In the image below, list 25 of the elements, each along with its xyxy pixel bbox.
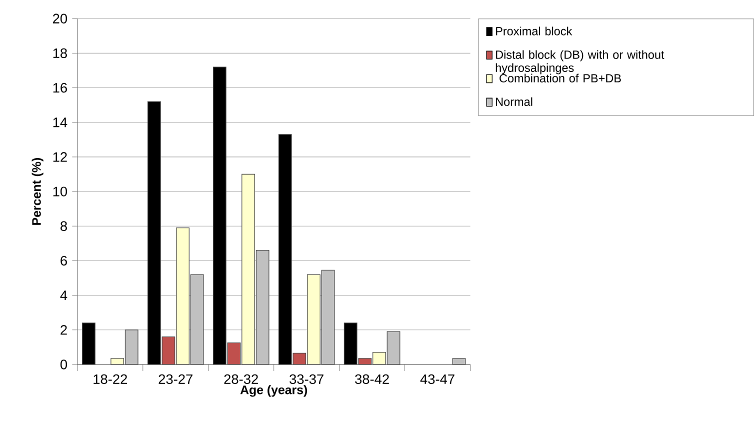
x-tick-label: 18-22 xyxy=(94,374,127,384)
y-tick-label: 14 xyxy=(53,118,68,128)
legend-label: Normal xyxy=(496,97,532,106)
y-axis-title: Percent (%) xyxy=(32,158,44,225)
y-tick-label: 18 xyxy=(53,48,67,58)
y-tick-label: 12 xyxy=(53,152,67,162)
y-tick-label: 6 xyxy=(60,256,67,266)
y-tick-label: 20 xyxy=(53,14,68,24)
x-tick-label: 43-47 xyxy=(420,374,454,384)
bar xyxy=(82,322,96,365)
x-tick-label: 38-42 xyxy=(355,374,389,384)
x-tick-label: 23-27 xyxy=(158,374,192,384)
y-tick-label: 10 xyxy=(53,186,68,196)
bar xyxy=(452,358,466,365)
y-tick-label: 8 xyxy=(60,221,67,231)
y-tick-label: 4 xyxy=(60,290,68,300)
legend-label: Proximal block xyxy=(496,26,572,36)
legend-label: Distal block (DB) with or without hydrosalpinges xyxy=(496,50,664,74)
x-tick-label: 33-37 xyxy=(290,374,324,384)
y-tick-label: 0 xyxy=(60,360,68,370)
x-axis-title: Age (years) xyxy=(240,385,308,397)
x-tick-label: 28-32 xyxy=(224,374,258,384)
legend-label: Combination of PB+DB xyxy=(500,74,621,82)
y-tick-label: 2 xyxy=(60,325,67,335)
y-tick-label: 16 xyxy=(53,82,67,93)
